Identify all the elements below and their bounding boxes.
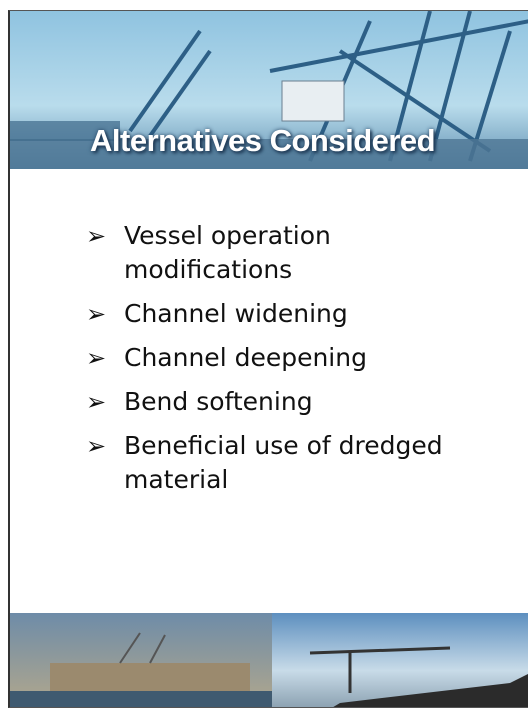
slide-title: Alternatives Considered <box>90 123 435 159</box>
bullet-item: ➢ Bend softening <box>86 385 486 419</box>
bullet-text: Channel deepening <box>124 343 367 372</box>
bullet-list: ➢ Vessel operation modifications ➢ Channel … <box>86 219 486 507</box>
bullet-text: Vessel operation modifications <box>124 221 331 284</box>
slide: Alternatives Considered ➢ Vessel operatio… <box>8 10 528 708</box>
bullet-item: ➢ Beneficial use of dredged material <box>86 429 486 497</box>
bullet-arrow: ➢ <box>86 341 106 375</box>
bullet-item: ➢ Channel widening <box>86 297 486 331</box>
bullet-text: Channel widening <box>124 299 348 328</box>
bullet-item: ➢ Channel deepening <box>86 341 486 375</box>
bullet-text: Beneficial use of dredged material <box>124 431 443 494</box>
bullet-arrow: ➢ <box>86 385 106 419</box>
bullet-text: Bend softening <box>124 387 313 416</box>
bullet-arrow: ➢ <box>86 219 106 253</box>
footer-photos <box>10 613 528 708</box>
bullet-arrow: ➢ <box>86 297 106 331</box>
bullet-item: ➢ Vessel operation modifications <box>86 219 486 287</box>
bullet-arrow: ➢ <box>86 429 106 463</box>
page: Alternatives Considered ➢ Vessel operatio… <box>0 0 530 714</box>
